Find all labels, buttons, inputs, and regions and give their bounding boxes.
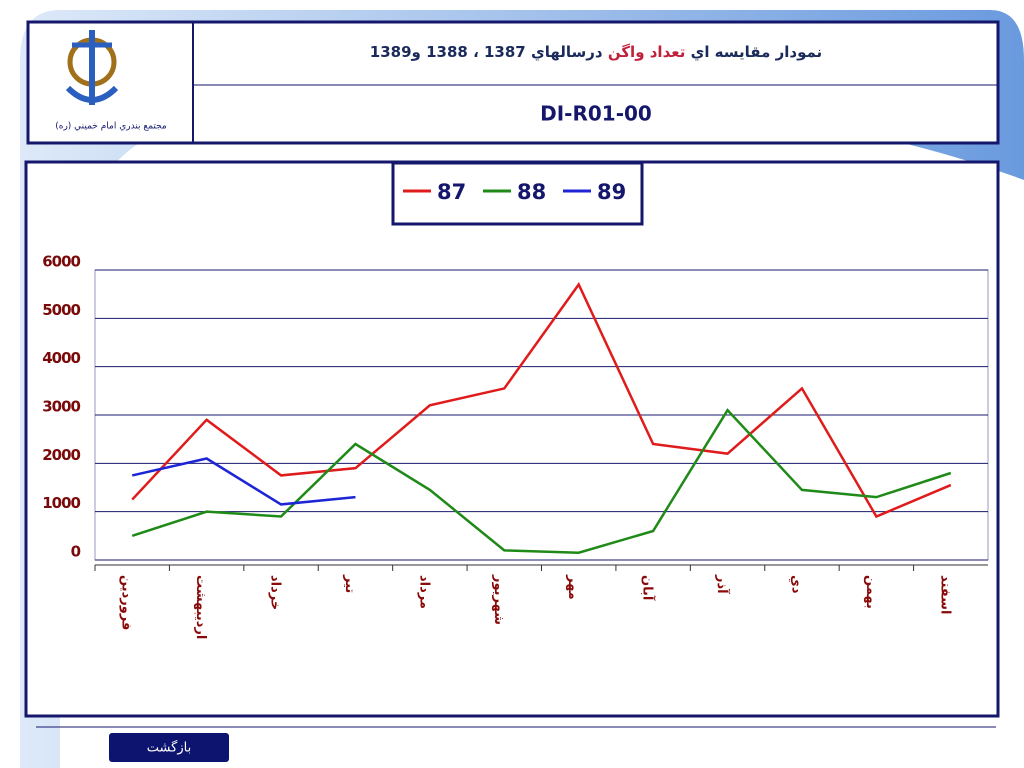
x-tick-label: بهمن — [863, 575, 878, 609]
x-tick-label: مرداد — [416, 575, 431, 609]
logo-caption: مجتمع بندري امام خميني (ره) — [55, 122, 167, 132]
series-line — [131, 282, 952, 519]
y-tick-label: 5000 — [42, 301, 80, 319]
document-code: DI-R01-00 — [540, 102, 652, 126]
legend-box — [391, 161, 644, 226]
logo — [65, 30, 119, 105]
x-tick-label: دي — [788, 575, 803, 594]
y-tick-label: 3000 — [42, 398, 80, 416]
y-tick-label: 4000 — [42, 349, 80, 367]
title-highlight: تعداد واگن — [608, 43, 686, 61]
x-tick-label: آبان — [640, 575, 657, 601]
x-tick-label: آذر — [714, 574, 731, 594]
back-button-label[interactable]: بازگشت — [147, 740, 191, 756]
legend-label: 89 — [597, 180, 626, 204]
x-tick-label: شهريور — [491, 574, 506, 625]
header-title: نمودار مقايسه اي تعداد واگن درسالهاي 138… — [370, 43, 822, 62]
x-tick-label: ارديبهشت — [193, 575, 208, 639]
y-tick-label: 0 — [71, 543, 81, 561]
y-tick-label: 2000 — [42, 446, 80, 464]
series-line — [131, 457, 356, 506]
x-tick-label: مهر — [565, 574, 580, 600]
x-tick-label: خرداد — [268, 575, 283, 610]
chart-box — [24, 160, 1000, 718]
legend-label: 88 — [517, 180, 546, 204]
title-part: درسالهاي 1387 ، 1388 و1389 — [370, 43, 608, 62]
title-part: نمودار مقايسه اي — [685, 43, 822, 62]
legend-label: 87 — [437, 180, 466, 204]
back-button[interactable] — [109, 733, 229, 762]
x-tick-label: فروردين — [119, 575, 134, 630]
y-tick-label: 1000 — [42, 494, 80, 512]
x-tick-label: تير — [342, 574, 357, 593]
header-box — [26, 20, 1000, 145]
series-line — [131, 408, 952, 555]
y-tick-label: 6000 — [42, 253, 80, 271]
x-tick-label: اسفند — [937, 575, 952, 614]
